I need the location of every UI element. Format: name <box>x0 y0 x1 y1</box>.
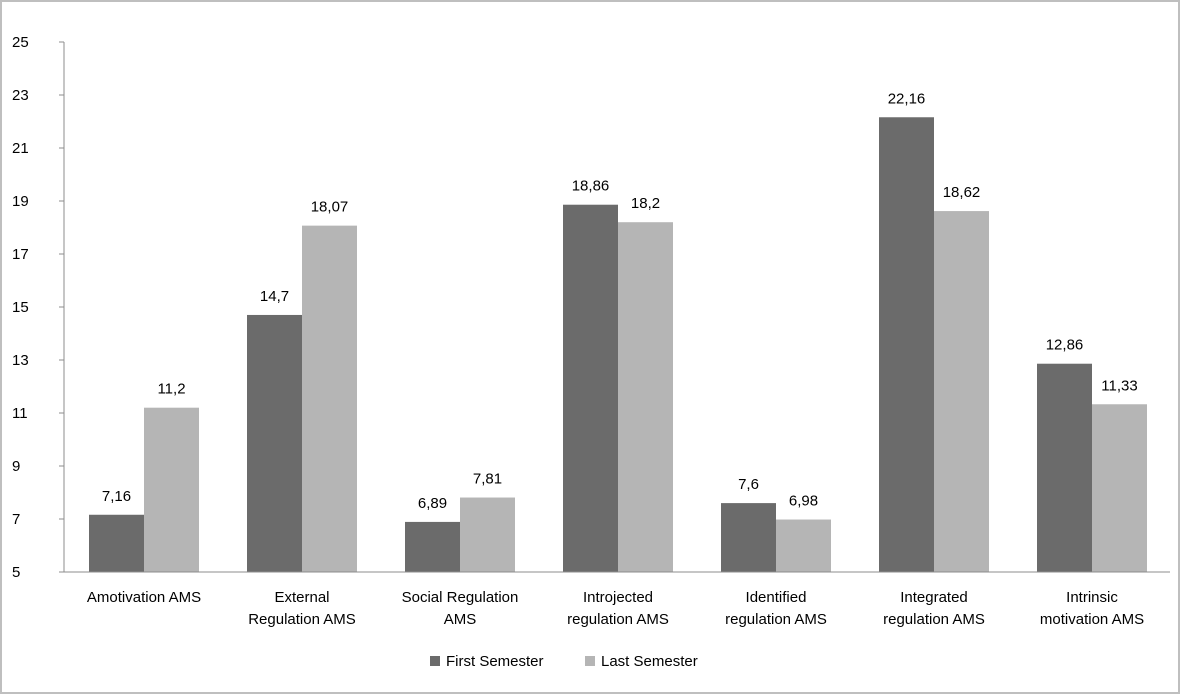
bar-first-semester <box>563 204 618 572</box>
category-label-line: Social Regulation <box>402 589 519 606</box>
category-label: Intrinsic motivation AMS <box>1040 589 1144 628</box>
bar-first-semester <box>405 521 460 572</box>
bar-first-semester <box>89 514 144 572</box>
y-tick-label: 21 <box>12 140 29 157</box>
bar-first-semester <box>721 503 776 572</box>
y-tick-label: 17 <box>12 246 29 263</box>
data-label: 12,86 <box>1046 337 1084 354</box>
y-tick-label: 25 <box>12 34 29 51</box>
bar-last-semester <box>776 519 831 572</box>
y-tick-label: 9 <box>12 458 20 475</box>
category-label: Identified regulation AMS <box>725 589 827 628</box>
y-tick-label: 5 <box>12 564 20 581</box>
bar-last-semester <box>302 225 357 572</box>
category-label-line: Introjected <box>583 589 653 606</box>
category-label-line: Regulation AMS <box>248 611 356 628</box>
category-label-line: External <box>274 589 329 606</box>
data-label: 14,7 <box>260 288 289 305</box>
bar-last-semester <box>934 211 989 572</box>
y-tick-label: 11 <box>12 405 28 422</box>
bar-first-semester <box>247 314 302 572</box>
x-axis-category-labels: Amotivation AMS External Regulation AMS Soc… <box>87 589 1144 628</box>
data-label: 11,33 <box>1101 377 1137 394</box>
category-label-line: regulation AMS <box>725 611 827 628</box>
category-label-line: regulation AMS <box>567 611 669 628</box>
category-label: Amotivation AMS <box>87 589 201 606</box>
legend-label: Last Semester <box>601 653 698 670</box>
category-label: Integrated regulation AMS <box>883 589 985 628</box>
data-label: 18,62 <box>943 184 981 201</box>
category-label-line: Identified <box>746 589 807 606</box>
legend-swatch <box>430 656 440 666</box>
category-label-line: Integrated <box>900 589 968 606</box>
y-tick-label: 13 <box>12 352 29 369</box>
legend-swatch <box>585 656 595 666</box>
category-label-line: motivation AMS <box>1040 611 1144 628</box>
data-label: 18,07 <box>311 199 349 216</box>
y-tick-label: 23 <box>12 87 29 104</box>
data-label: 7,6 <box>738 476 759 493</box>
y-axis-ticks: 5 7 9 11 13 15 17 19 21 23 25 <box>12 34 64 581</box>
data-label: 22,16 <box>888 90 926 107</box>
y-tick-label: 7 <box>12 511 20 528</box>
bars <box>89 117 1147 572</box>
bar-last-semester <box>618 222 673 572</box>
data-label: 6,98 <box>789 493 818 510</box>
data-label: 6,89 <box>418 495 447 512</box>
data-label: 18,86 <box>572 178 610 195</box>
bar-last-semester <box>144 407 199 572</box>
data-label: 11,2 <box>157 381 185 398</box>
category-label: External Regulation AMS <box>248 589 356 628</box>
category-label-line: Amotivation AMS <box>87 589 201 606</box>
y-tick-label: 19 <box>12 193 29 210</box>
data-labels: 7,16 14,7 6,89 18,86 7,6 22,16 12,86 11,2 18,07 7… <box>102 90 1138 512</box>
data-label: 18,2 <box>631 195 660 212</box>
category-label-line: AMS <box>444 611 477 628</box>
data-label: 7,81 <box>473 471 502 488</box>
bar-first-semester <box>879 117 934 572</box>
bar-last-semester <box>460 497 515 572</box>
bar-first-semester <box>1037 363 1092 572</box>
legend-label: First Semester <box>446 653 544 670</box>
data-label: 7,16 <box>102 488 131 505</box>
legend: First Semester Last Semester <box>430 653 698 670</box>
category-label-line: regulation AMS <box>883 611 985 628</box>
category-label: Introjected regulation AMS <box>567 589 669 628</box>
bar-last-semester <box>1092 404 1147 572</box>
category-label-line: Intrinsic <box>1066 589 1118 606</box>
y-tick-label: 15 <box>12 299 29 316</box>
category-label: Social Regulation AMS <box>402 589 519 628</box>
